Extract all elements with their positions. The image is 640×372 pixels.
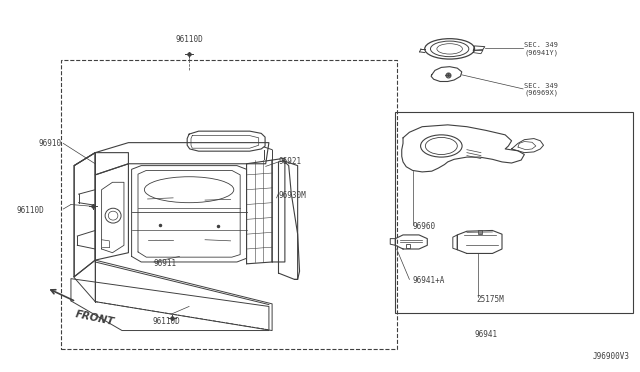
Text: 96110D: 96110D <box>175 35 203 44</box>
Text: 96930M: 96930M <box>278 191 307 200</box>
Text: 96110D: 96110D <box>153 317 180 326</box>
Bar <box>61 60 397 349</box>
Text: 96911: 96911 <box>154 259 177 268</box>
Text: SEC. 349
(96941Y): SEC. 349 (96941Y) <box>524 42 558 56</box>
Text: SEC. 349
(96969X): SEC. 349 (96969X) <box>524 83 558 96</box>
Text: 96921: 96921 <box>278 157 301 166</box>
Text: 25175M: 25175M <box>476 295 504 304</box>
Text: FRONT: FRONT <box>74 309 115 327</box>
Text: 96910: 96910 <box>38 139 61 148</box>
Text: J96900V3: J96900V3 <box>593 352 630 361</box>
Bar <box>396 112 633 313</box>
Text: 96960: 96960 <box>413 222 436 231</box>
Text: 96110D: 96110D <box>17 206 44 215</box>
Text: 96941: 96941 <box>474 330 498 339</box>
Text: 96941+A: 96941+A <box>413 276 445 285</box>
